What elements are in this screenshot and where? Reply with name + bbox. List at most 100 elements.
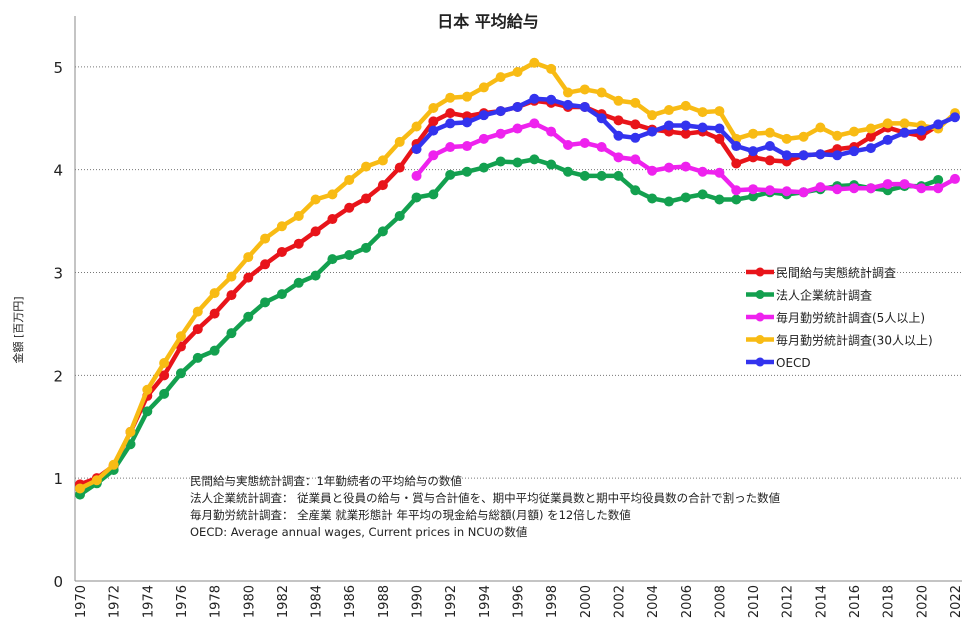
- data-point: [613, 152, 624, 163]
- data-point: [428, 150, 439, 161]
- data-point: [714, 194, 725, 205]
- data-point: [579, 170, 590, 181]
- data-point: [562, 87, 573, 98]
- data-point: [647, 110, 658, 121]
- legend-marker: [755, 312, 765, 322]
- data-point: [276, 221, 287, 232]
- data-point: [832, 130, 843, 141]
- x-tick-label: 1996: [512, 585, 527, 618]
- annotation-text: 民間給与実態統計調査：1年勤続者の平均給与の数値: [190, 474, 462, 488]
- data-point: [680, 128, 691, 139]
- data-point: [276, 289, 287, 300]
- data-point: [495, 72, 506, 83]
- data-point: [663, 120, 674, 131]
- legend-label: 民間給与実態統計調査: [776, 265, 896, 280]
- data-point: [529, 57, 540, 68]
- x-tick-label: 1988: [377, 585, 392, 618]
- data-point: [428, 189, 439, 200]
- x-tick-label: 2010: [747, 585, 762, 618]
- x-tick-label: 1998: [545, 585, 560, 618]
- data-point: [798, 187, 809, 198]
- data-point: [260, 297, 271, 308]
- data-point: [394, 162, 405, 173]
- data-point: [933, 119, 944, 130]
- data-point: [849, 146, 860, 157]
- data-point: [125, 426, 136, 437]
- data-point: [899, 179, 910, 190]
- data-point: [899, 127, 910, 138]
- data-point: [714, 167, 725, 178]
- data-point: [361, 193, 372, 204]
- data-point: [125, 439, 136, 450]
- data-point: [478, 162, 489, 173]
- data-point: [462, 91, 473, 102]
- data-point: [630, 185, 641, 196]
- data-point: [428, 102, 439, 113]
- data-point: [361, 161, 372, 172]
- annotation-text: OECD: Average annual wages, Current pric…: [190, 525, 528, 539]
- data-point: [647, 126, 658, 137]
- data-point: [562, 140, 573, 150]
- data-point: [445, 142, 456, 153]
- data-point: [748, 146, 759, 157]
- legend-label: OECD: [776, 356, 811, 370]
- y-tick-label: 1: [53, 470, 63, 488]
- data-point: [596, 142, 607, 153]
- data-point: [815, 182, 826, 193]
- data-point: [630, 119, 641, 130]
- annotation-text: 法人企業統計調査： 従業員と役員の給与・賞与合計値を、期中平均従業員数と期中平均…: [190, 491, 781, 505]
- data-point: [75, 483, 85, 494]
- data-point: [899, 118, 910, 129]
- data-point: [680, 100, 691, 111]
- data-point: [882, 118, 893, 129]
- data-point: [462, 117, 473, 128]
- data-point: [663, 196, 674, 207]
- data-point: [596, 87, 607, 98]
- data-point: [411, 121, 422, 132]
- data-point: [647, 193, 658, 204]
- x-tick-label: 1990: [411, 585, 426, 618]
- data-point: [428, 125, 439, 136]
- data-point: [243, 252, 254, 263]
- data-point: [613, 130, 624, 141]
- data-point: [596, 170, 607, 181]
- data-point: [394, 136, 405, 147]
- data-point: [798, 131, 809, 142]
- x-tick-label: 1992: [444, 585, 459, 618]
- x-tick-label: 1984: [310, 585, 325, 618]
- data-point: [260, 259, 271, 270]
- data-point: [512, 101, 523, 112]
- data-point: [159, 370, 170, 381]
- y-tick-label: 0: [53, 573, 63, 591]
- data-point: [529, 154, 540, 165]
- data-point: [731, 185, 742, 196]
- series-line: [78, 157, 939, 497]
- data-point: [748, 128, 759, 139]
- data-point: [546, 94, 557, 105]
- data-point: [344, 250, 355, 261]
- data-point: [394, 210, 405, 221]
- data-point: [209, 308, 220, 319]
- data-point: [478, 133, 489, 144]
- data-point: [209, 345, 220, 356]
- data-point: [562, 99, 573, 110]
- data-point: [882, 134, 893, 145]
- data-point: [327, 214, 338, 225]
- data-point: [344, 174, 355, 185]
- data-point: [478, 82, 489, 93]
- series-3: [75, 57, 960, 494]
- legend-marker: [755, 290, 765, 299]
- x-tick-label: 1986: [343, 585, 358, 618]
- x-tick-label: 2004: [646, 585, 661, 618]
- data-point: [512, 157, 523, 168]
- x-tick-label: 2020: [915, 585, 930, 618]
- data-point: [327, 189, 338, 200]
- data-point: [748, 191, 759, 202]
- data-point: [731, 141, 742, 152]
- x-tick-label: 1994: [478, 585, 493, 618]
- data-point: [108, 459, 119, 470]
- data-point: [613, 170, 624, 181]
- data-point: [260, 233, 271, 244]
- data-point: [495, 156, 506, 167]
